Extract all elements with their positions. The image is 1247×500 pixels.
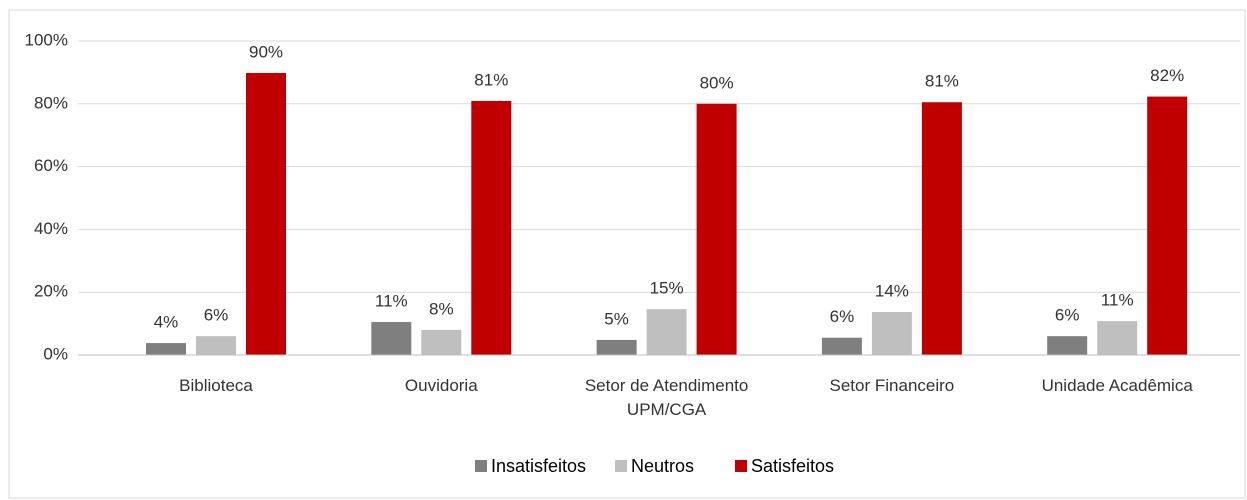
data-label: 14% <box>875 281 909 300</box>
data-label: 81% <box>474 70 508 89</box>
bar <box>1047 336 1088 355</box>
data-label: 15% <box>650 279 684 298</box>
x-tick-label: Setor Financeiro <box>829 376 955 395</box>
bar <box>871 311 912 355</box>
y-tick-label: 20% <box>34 282 68 301</box>
data-label: 5% <box>604 309 629 328</box>
data-label: 90% <box>249 43 283 62</box>
data-label: 4% <box>154 313 179 332</box>
data-label: 11% <box>1101 291 1134 310</box>
bar <box>471 100 512 355</box>
legend-label: Satisfeitos <box>751 456 834 476</box>
bar <box>196 336 236 355</box>
bar <box>421 329 462 355</box>
x-tick-label: Ouvidoria <box>404 376 478 395</box>
chart-border <box>8 9 1246 499</box>
bar <box>696 103 737 355</box>
y-tick-label: 0% <box>43 344 68 363</box>
y-tick-label: 40% <box>34 219 68 238</box>
x-tick-label: Biblioteca <box>179 376 253 395</box>
legend-label: Neutros <box>631 456 694 476</box>
data-label: 6% <box>1055 306 1080 325</box>
data-label: 11% <box>375 292 408 311</box>
data-label: 6% <box>204 306 229 325</box>
bar <box>1147 96 1188 355</box>
data-label: 82% <box>1150 66 1184 85</box>
bar <box>921 102 962 355</box>
bar <box>146 343 186 355</box>
data-label: 80% <box>700 73 734 92</box>
x-tick-label: Unidade Acadêmica <box>1041 376 1193 395</box>
bar <box>596 339 637 355</box>
legend-label: Insatisfeitos <box>491 456 586 476</box>
legend-swatch <box>615 460 627 472</box>
y-tick-label: 80% <box>34 93 68 112</box>
data-label: 81% <box>925 72 959 91</box>
data-label: 8% <box>429 299 454 318</box>
bar <box>371 322 412 355</box>
bar <box>1097 321 1138 355</box>
bar <box>646 309 687 355</box>
bar <box>821 337 862 355</box>
data-label: 6% <box>830 307 855 326</box>
x-tick-label: Setor de Atendimento UPM/CGA <box>584 376 749 419</box>
y-tick-label: 100% <box>25 30 68 49</box>
legend-swatch <box>735 460 747 472</box>
legend-swatch <box>475 460 487 472</box>
y-tick-label: 60% <box>34 156 68 175</box>
bar <box>246 73 286 355</box>
